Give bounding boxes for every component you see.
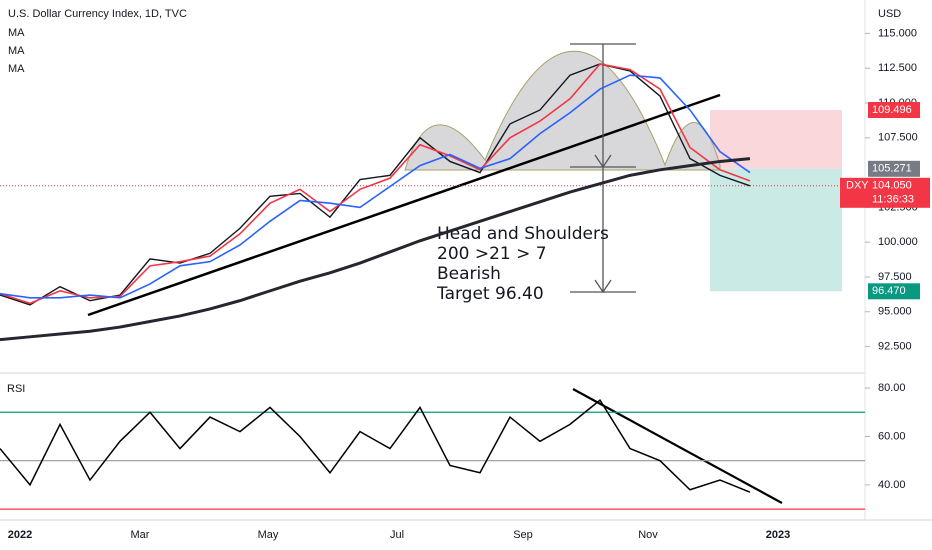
moving-average [0,157,751,342]
chart-title: U.S. Dollar Currency Index, 1D, TVC [8,8,187,20]
price-line [0,63,751,306]
rsi-label: RSI [7,383,25,395]
annotation: Head and Shoulders [437,224,609,244]
stop-label-bg [868,102,920,119]
y-tick-label: 100.000 [878,236,918,248]
symbol-label: DXY [846,180,869,192]
last-price-label: 104.050 [872,180,912,192]
y-tick-label: 107.500 [878,132,918,144]
trendline [87,93,721,317]
y-tick-label: 95.000 [878,306,912,318]
x-tick-label: May [258,529,279,541]
y-tick-label: 112.500 [878,62,917,74]
annotation: Bearish [437,264,501,284]
head-and-shoulders-pattern [404,50,721,171]
target-zone [710,168,842,292]
indicator-label: MA [8,45,25,57]
annotation: 200 >21 > 7 [437,244,547,264]
x-tick-label: 2023 [766,529,790,541]
x-tick-label: Mar [131,529,150,541]
rsi-tick-label: 40.00 [878,479,906,491]
rsi-tick-label: 80.00 [878,382,906,394]
y-tick-label: 97.500 [878,271,912,283]
target-label: 96.470 [872,285,906,297]
y-tick-label: 92.500 [878,340,912,352]
indicator-label: MA [8,63,25,75]
x-tick-label: Jul [390,529,404,541]
rsi-line [0,399,751,493]
currency-label: USD [878,8,901,20]
entry-label-bg [868,160,920,177]
stop-label: 109.496 [872,104,912,116]
entry-label: 105.271 [872,163,912,175]
rsi-trendline [572,388,783,504]
x-tick-label: 2022 [8,529,32,541]
y-tick-label: 115.000 [878,27,917,39]
x-tick-label: Sep [513,529,533,541]
countdown-label: 11:36:33 [872,194,914,206]
annotation: Target 96.40 [436,284,544,304]
moving-average [0,74,751,299]
rsi-tick-label: 60.00 [878,430,906,442]
target-label-bg [868,283,920,300]
x-tick-label: Nov [638,529,658,541]
last-price-bg [840,177,930,208]
moving-average [0,63,751,305]
indicator-label: MA [8,27,25,39]
